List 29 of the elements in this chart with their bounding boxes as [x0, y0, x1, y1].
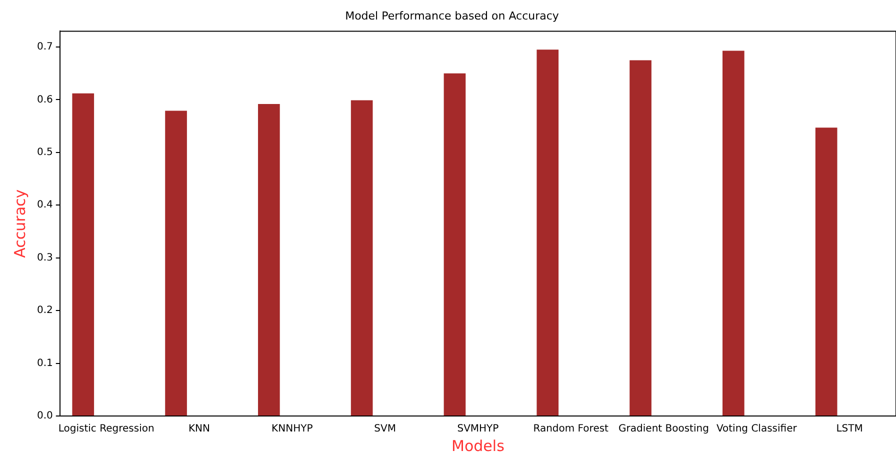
- y-tick-label: 0.5: [36, 147, 53, 158]
- bar: [815, 128, 838, 416]
- x-tick-label: LSTM: [836, 424, 863, 435]
- y-tick-label: 0.6: [36, 94, 53, 106]
- x-tick-label: SVM: [374, 424, 396, 435]
- y-tick-label: 0.0: [36, 410, 53, 422]
- y-tick-label: 0.2: [36, 305, 53, 316]
- x-axis-title: Models: [452, 436, 505, 455]
- x-tick-label: SVMHYP: [457, 424, 499, 435]
- x-tick-label: KNNHYP: [272, 424, 313, 435]
- x-tick-label: Gradient Boosting: [618, 424, 709, 435]
- x-tick-label: Voting Classifier: [716, 424, 798, 435]
- bar: [722, 50, 744, 416]
- chart-title: Model Performance based on Accuracy: [345, 9, 560, 22]
- bar: [350, 100, 373, 416]
- bar: [258, 104, 280, 416]
- y-tick-label: 0.3: [36, 252, 53, 264]
- bar: [165, 110, 187, 416]
- x-tick-label: KNN: [188, 424, 210, 435]
- bar: [630, 60, 652, 416]
- x-tick-label: Random Forest: [533, 424, 609, 435]
- y-tick-label: 0.7: [36, 42, 53, 53]
- bar: [444, 73, 466, 416]
- bar: [72, 93, 94, 416]
- y-tick-label: 0.1: [36, 358, 53, 369]
- bar: [536, 50, 559, 416]
- y-tick-label: 0.4: [36, 200, 53, 211]
- y-axis-title: Accuracy: [10, 189, 29, 258]
- x-tick-label: Logistic Regression: [58, 424, 154, 435]
